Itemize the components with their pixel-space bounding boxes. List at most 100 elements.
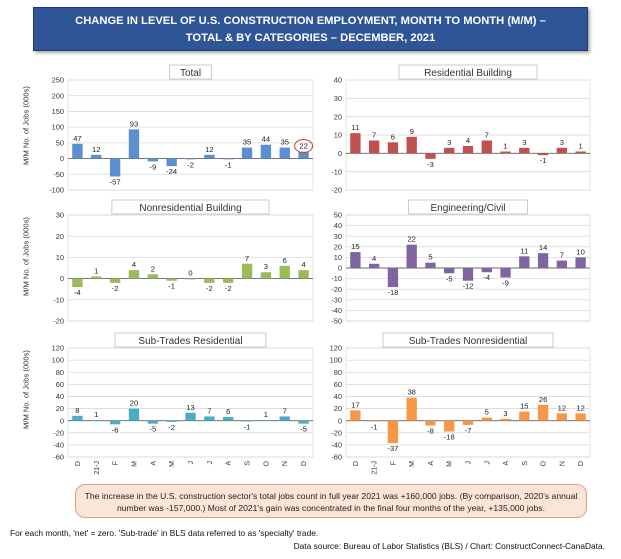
chart-subnonres: -60 -40 -20 0 20 40 60 80 100 120 17 D -1 21-J -37 F 38 M… [330,332,591,475]
chart-title-box [382,332,554,348]
y-tick-label: 0 [338,149,342,158]
bar [91,420,102,421]
y-tick-label: 60 [334,380,342,389]
bar [185,158,196,160]
bar [575,151,586,154]
x-tick-label: D [75,461,82,466]
x-tick-label: S [522,461,529,466]
chart-title-box [111,199,270,215]
y-tick-label: 60 [56,380,64,389]
y-tick-label: 80 [56,368,64,377]
x-tick-label: N [559,461,566,466]
y-tick-label: 200 [52,91,64,100]
data-label: 3 [264,262,268,271]
bar [185,412,196,421]
bar [241,263,253,279]
summary-note: The increase in the U.S. construction se… [75,484,587,518]
data-label: -2 [168,423,175,432]
x-tick-label: M [447,461,454,467]
data-label: 8 [75,406,79,415]
y-tick-label: 30 [334,94,342,103]
data-label: 7 [207,406,211,415]
y-tick-label: -10 [331,167,342,176]
x-tick-label: M [409,461,416,467]
x-tick-label: F [113,461,120,465]
y-tick-label: 10 [334,253,342,262]
bar [166,278,177,281]
data-label: 7 [245,254,249,263]
bar [556,413,568,421]
highlight-circle [294,139,314,154]
y-tick-label: 100 [52,356,64,365]
data-label: 12 [558,403,566,412]
bar [444,147,455,154]
y-tick-label: 30 [334,232,342,241]
data-label: -1 [244,422,251,431]
data-label: -4 [483,273,490,282]
bar [279,416,290,421]
y-tick-label: -10 [331,274,342,283]
bar [556,147,568,154]
y-tick-label: 40 [334,76,342,85]
chart-title: Total [180,68,201,79]
y-tick-label: 80 [334,368,342,377]
x-tick-label: 21-J [94,461,101,475]
bar [223,158,234,160]
data-label: 4 [132,260,136,269]
y-tick-label: 100 [330,356,342,365]
y-tick-label: 20 [334,242,342,251]
bar [387,420,399,444]
plot-frame [345,347,591,458]
bar [166,420,177,422]
data-label: 3 [522,138,526,147]
data-label: -18 [387,288,398,297]
data-label: -1 [225,160,232,169]
data-label: 35 [281,138,289,147]
bar [241,420,253,422]
y-tick-label: 10 [334,131,342,140]
bar [223,278,234,283]
data-label: 22 [407,235,415,244]
data-label: 44 [262,135,270,144]
chart-title: Sub-Trades Nonresidential [409,336,528,347]
data-label: -1 [540,156,547,165]
data-label: -5 [446,274,453,283]
bar [537,153,549,156]
data-label: -37 [387,444,398,453]
bar [368,140,380,154]
bar [350,410,361,421]
bar [537,404,549,421]
bar [368,420,380,422]
bar [425,153,436,159]
y-tick-label: -50 [53,170,64,179]
chart-title-box [408,199,528,215]
data-label: 3 [447,138,451,147]
y-tick-label: -100 [49,186,64,195]
data-label: 4 [372,254,376,263]
data-label: -2 [187,160,194,169]
bar [109,158,121,177]
bar [481,417,492,421]
data-label: 4 [466,136,470,145]
data-label: 7 [560,251,564,260]
bar [223,417,234,421]
bar [481,268,492,273]
data-label: -9 [502,279,509,288]
data-label: 1 [94,410,98,419]
bar [72,415,83,421]
x-tick-label: 21-J [372,461,379,475]
bar [519,147,530,154]
title-line-1: CHANGE IN LEVEL OF U.S. CONSTRUCTION EMP… [75,15,546,27]
bar [368,263,380,268]
y-tick-label: 120 [330,344,342,353]
y-tick-label: 50 [56,138,64,147]
chart-subres: -60 -40 -20 0 20 40 60 80 100 120 8 D 1 21-J -6 F 20 M -5 A… [52,332,314,475]
bar [109,420,121,425]
data-label: -7 [465,426,472,435]
bar [128,129,140,159]
data-label: 15 [520,402,528,411]
y-tick-label: -50 [331,317,342,326]
bar [387,142,399,154]
chart-title: Engineering/Civil [430,203,505,214]
